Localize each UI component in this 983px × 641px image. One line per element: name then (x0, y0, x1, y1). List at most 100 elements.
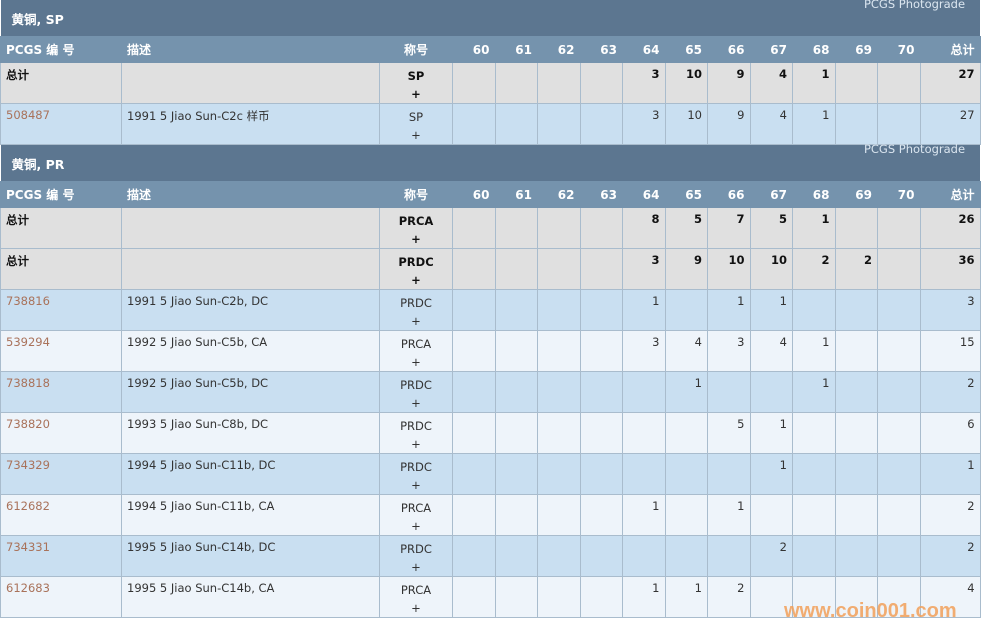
expand-plus-button[interactable]: + (411, 560, 421, 574)
pcgs-number-link[interactable]: 734331 (6, 540, 50, 554)
grade-count (537, 248, 581, 290)
description: 1992 5 Jiao Sun-C5b, DC (121, 371, 380, 413)
designation: PRDC (398, 255, 434, 269)
pcgs-number-link[interactable]: 612683 (6, 581, 50, 595)
pcgs-number-link[interactable]: 738818 (6, 376, 50, 390)
total-row: 总计 PRDC +3 9 10 10 2 2 36 (0, 248, 981, 290)
grade-count: 1 (792, 62, 836, 104)
expand-plus-button[interactable]: + (411, 519, 421, 533)
table-row: 539294 1992 5 Jiao Sun-C5b, CA PRCA +3 4 3 4 1 1… (0, 330, 981, 372)
grade-count (579, 62, 623, 104)
grade-count: 10 (707, 248, 751, 290)
pcgs-cell: 508487 (0, 103, 122, 145)
photograde-link[interactable]: PCGS Photograde (863, 0, 966, 11)
grade-count (537, 207, 581, 249)
grade-count (792, 576, 836, 618)
grade-count (537, 494, 581, 536)
grade-count: 4 (749, 330, 793, 372)
col-grade: 61 (494, 36, 538, 63)
grade-count (792, 535, 836, 577)
pcgs-cell: 总计 (0, 248, 122, 290)
grade-count (579, 576, 623, 618)
expand-plus-button[interactable]: + (411, 87, 421, 101)
grade-count: 9 (707, 62, 751, 104)
population-table: 黄铜, SP PCGS Photograde PCGS 编 号描述 称号 60 61 62 6… (0, 0, 981, 618)
row-total: 2 (919, 494, 981, 536)
designation: SP (408, 110, 424, 124)
grade-count (664, 535, 708, 577)
designation-cell: SP + (379, 62, 453, 104)
watermark: www.coin001.com (784, 600, 957, 622)
grade-count (792, 453, 836, 495)
grade-count (877, 494, 921, 536)
grade-count (834, 371, 878, 413)
grade-count (877, 576, 921, 618)
grade-count (579, 207, 623, 249)
col-desc: 描述 (121, 36, 380, 63)
photograde-link[interactable]: PCGS Photograde (863, 141, 966, 156)
designation-cell: PRDC + (379, 535, 453, 577)
pcgs-number-link[interactable]: 508487 (6, 108, 50, 122)
grade-count: 3 (622, 62, 666, 104)
total-row: 总计 PRCA +8 5 7 5 1 26 (0, 207, 981, 249)
grade-count (664, 453, 708, 495)
expand-plus-button[interactable]: + (411, 128, 421, 142)
grade-count (707, 371, 751, 413)
col-total: 总计 (919, 181, 981, 208)
designation-cell: PRCA + (379, 207, 453, 249)
grade-count (452, 289, 496, 331)
designation-cell: SP + (379, 103, 453, 145)
grade-count (579, 248, 623, 290)
expand-plus-button[interactable]: + (411, 314, 421, 328)
pcgs-number-link[interactable]: 539294 (6, 335, 50, 349)
col-pcgs: PCGS 编 号 (0, 181, 122, 208)
grade-count (707, 453, 751, 495)
grade-count (834, 412, 878, 454)
grade-count (494, 494, 538, 536)
grade-count (452, 248, 496, 290)
total-label: 总计 (6, 68, 29, 82)
expand-plus-button[interactable]: + (411, 437, 421, 451)
grade-count (494, 103, 538, 145)
pcgs-cell: 734331 (0, 535, 122, 577)
grade-count: 1 (622, 289, 666, 331)
pcgs-cell: 612682 (0, 494, 122, 536)
grade-count (877, 453, 921, 495)
table-row: 738816 1991 5 Jiao Sun-C2b, DC PRDC +1 1 1 3 (0, 289, 981, 331)
grade-count: 3 (622, 248, 666, 290)
pcgs-cell: 734329 (0, 453, 122, 495)
grade-count (749, 371, 793, 413)
grade-count (537, 103, 581, 145)
expand-plus-button[interactable]: + (411, 601, 421, 615)
expand-plus-button[interactable]: + (411, 273, 421, 287)
designation: PRCA (400, 583, 432, 597)
designation-cell: PRDC + (379, 248, 453, 290)
grade-count: 1 (707, 494, 751, 536)
grade-count: 7 (707, 207, 751, 249)
grade-count (622, 371, 666, 413)
grade-count (579, 330, 623, 372)
grade-count (622, 535, 666, 577)
pcgs-cell: 539294 (0, 330, 122, 372)
total-row: 总计 SP +3 10 9 4 1 27 (0, 62, 981, 104)
column-header-row: PCGS 编 号描述 称号 60 61 62 63 64 65 66 67 68 69 70 总计 (0, 36, 981, 63)
row-total: 15 (919, 330, 981, 372)
expand-plus-button[interactable]: + (411, 396, 421, 410)
grade-count: 2 (707, 576, 751, 618)
section-title-cell: 黄铜, PR PCGS Photograde (0, 141, 981, 182)
pcgs-number-link[interactable]: 738820 (6, 417, 50, 431)
grade-count: 1 (664, 371, 708, 413)
pcgs-number-link[interactable]: 612682 (6, 499, 50, 513)
pcgs-cell: 612683 (0, 576, 122, 618)
grade-count (452, 371, 496, 413)
pcgs-number-link[interactable]: 738816 (6, 294, 50, 308)
col-grade: 64 (622, 36, 666, 63)
section-title: 黄铜, SP (11, 11, 64, 27)
grade-count: 9 (664, 248, 708, 290)
pcgs-number-link[interactable]: 734329 (6, 458, 50, 472)
table-row: 734331 1995 5 Jiao Sun-C14b, DC PRDC +2 2 (0, 535, 981, 577)
expand-plus-button[interactable]: + (411, 355, 421, 369)
expand-plus-button[interactable]: + (411, 478, 421, 492)
grade-count: 9 (707, 103, 751, 145)
expand-plus-button[interactable]: + (411, 232, 421, 246)
